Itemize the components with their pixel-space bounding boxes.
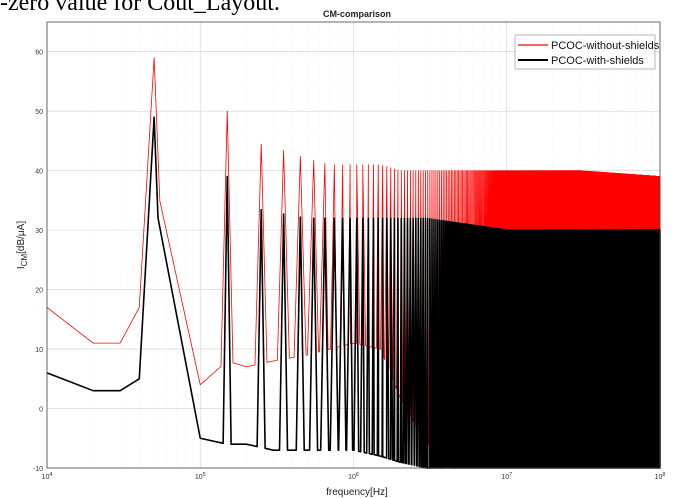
x-axis-label: frequency[Hz]: [326, 487, 388, 498]
plot-frame: [46, 21, 661, 469]
y-tick-label: -10: [33, 466, 43, 473]
y-tick-label: 50: [35, 109, 43, 116]
y-tick-label: 60: [35, 50, 43, 57]
y-axis-label-main: I: [16, 266, 27, 269]
legend: PCOC-without-shields PCOC-with-shields: [514, 34, 660, 70]
x-tick-label: 108: [655, 472, 666, 481]
y-tick-label: 10: [35, 347, 43, 354]
x-tick-label: 107: [501, 472, 512, 481]
x-tick-label: 104: [42, 472, 53, 481]
x-tick-label: 106: [348, 472, 359, 481]
y-tick-label: 40: [35, 169, 43, 176]
y-tick-label: 20: [35, 288, 43, 295]
y-axis-label-sub: CM: [20, 254, 29, 267]
legend-box: [514, 34, 656, 70]
y-tick-label: 30: [35, 228, 43, 235]
y-axis-label: ICM[dB/μA]: [16, 221, 29, 269]
document-text-fragment: -zero value for Cout_Layout.: [0, 0, 280, 16]
legend-label-without-shields: PCOC-without-shields: [551, 40, 660, 52]
legend-label-with-shields: PCOC-with-shields: [551, 55, 644, 67]
y-tick-labels: -10 0 10 20 30 40 50 60: [33, 50, 43, 473]
y-axis-label-unit: [dB/μA]: [16, 221, 27, 254]
chart-title: CM-comparison: [323, 9, 391, 19]
y-tick-label: 0: [39, 407, 43, 414]
x-tick-label: 105: [195, 472, 206, 481]
x-tick-labels: 104 105 106 107 108: [42, 472, 666, 481]
